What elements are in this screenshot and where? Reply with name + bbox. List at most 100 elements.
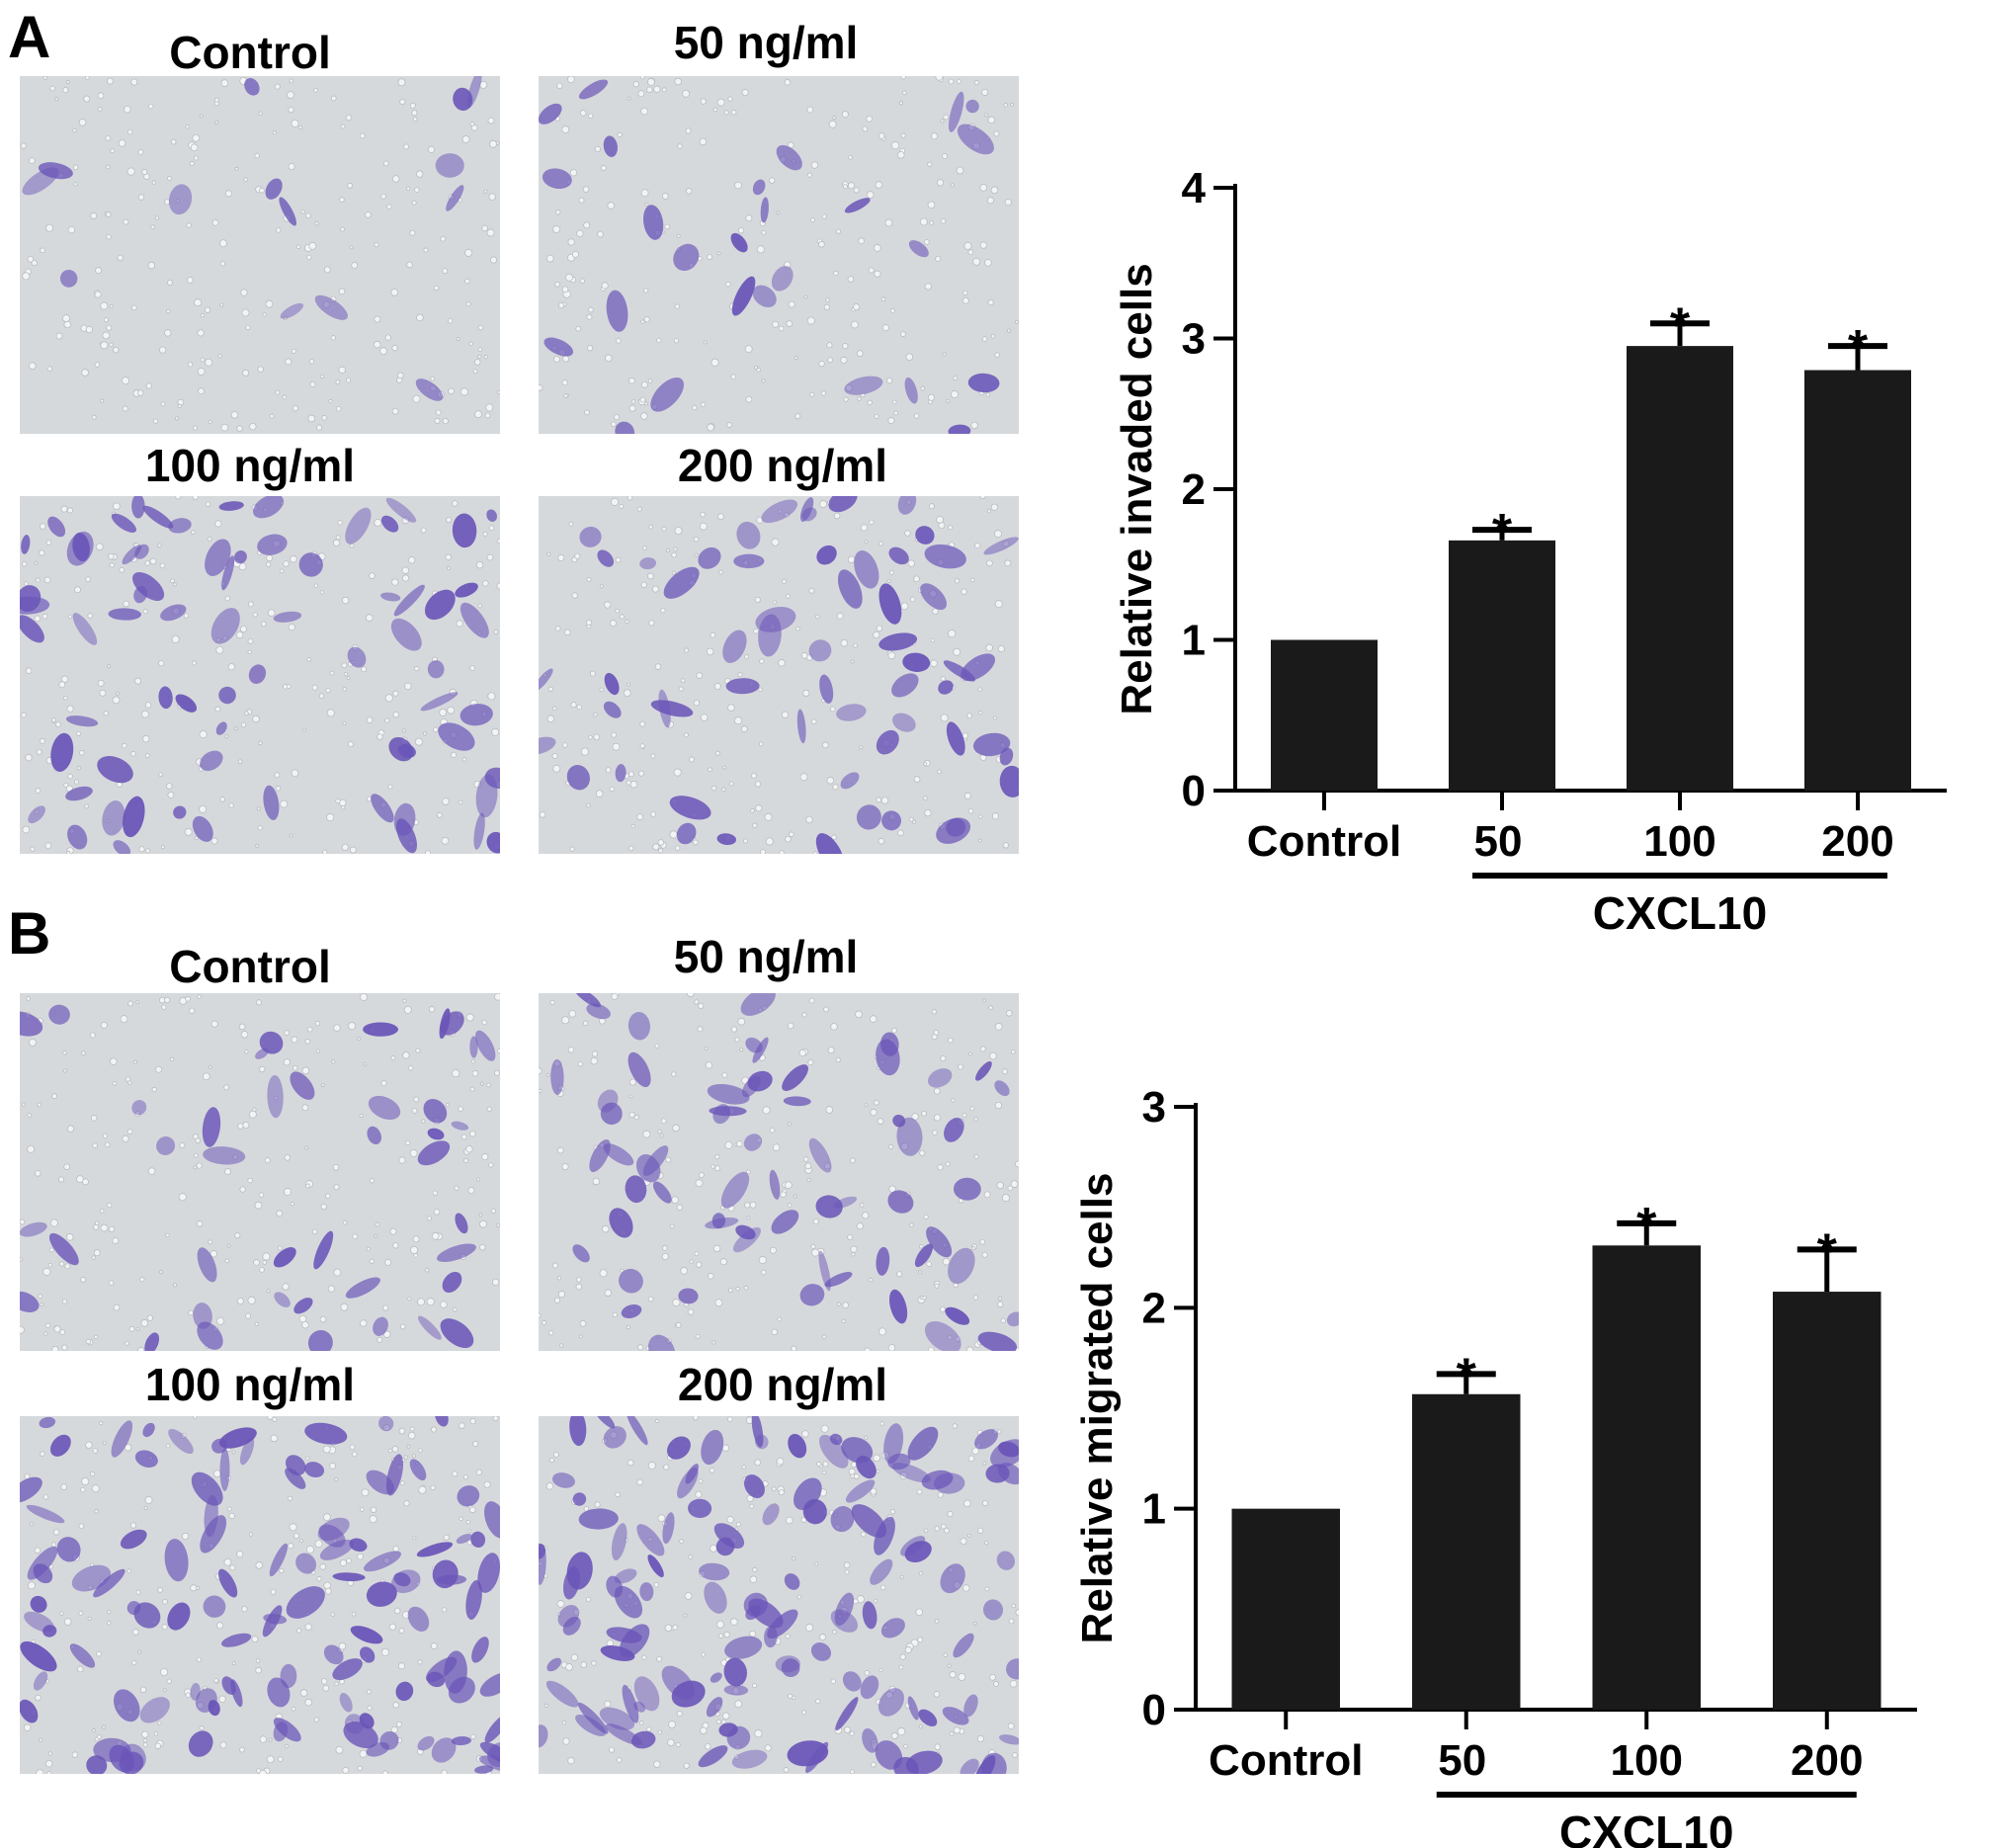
membrane-pore [579,1319,587,1327]
membrane-pore [488,193,496,201]
membrane-pore [687,1308,695,1315]
membrane-pore [796,1594,802,1600]
membrane-pore [853,187,860,194]
membrane-pore [488,525,495,532]
membrane-pore [647,378,653,383]
stained-cell [1006,1658,1019,1680]
membrane-pore [406,261,413,269]
membrane-pore [812,1218,819,1225]
membrane-pore [646,1726,652,1732]
micrograph-b-50 [539,993,1019,1351]
stained-cell [139,1697,170,1723]
membrane-pore [1002,842,1010,849]
membrane-pore [97,679,105,687]
membrane-pore [806,316,815,325]
membrane-pore [382,1330,391,1338]
membrane-pore [333,1268,342,1277]
stained-cell [732,1226,761,1253]
membrane-pore [615,1491,621,1498]
panel-letter-b: B [8,900,51,966]
membrane-pore [311,1228,318,1235]
membrane-pore [832,1630,837,1635]
membrane-pore [39,1737,43,1742]
membrane-pore [458,799,463,805]
membrane-pore [713,682,721,690]
membrane-pore [923,796,928,800]
membrane-pore [219,261,226,267]
membrane-pore [47,1751,53,1756]
membrane-pore [991,812,1000,820]
membrane-pore [993,130,1000,137]
stained-cell [948,424,971,434]
membrane-pore [756,245,765,254]
membrane-pore [409,229,416,236]
membrane-pore [847,276,855,283]
membrane-pore [571,592,578,599]
stained-cell [878,583,902,625]
membrane-pore [342,687,347,692]
membrane-pore [382,160,389,167]
membrane-pore [873,244,881,252]
stained-cell [263,785,280,820]
membrane-pore [698,1478,704,1484]
membrane-pore [825,297,830,302]
membrane-pore [167,791,175,798]
membrane-pore [160,845,166,850]
membrane-pore [21,1102,26,1107]
membrane-pore [953,647,962,656]
membrane-pore [781,711,790,718]
membrane-pore [744,1202,751,1209]
membrane-pore [330,1612,336,1617]
membrane-pore [496,539,500,545]
membrane-pore [994,352,1000,358]
membrane-pore [901,90,907,96]
membrane-pore [697,1026,704,1033]
membrane-pore [295,244,301,250]
membrane-pore [966,1533,971,1538]
membrane-pore [805,1623,814,1633]
stained-cell [475,774,498,818]
membrane-pore [342,720,347,725]
membrane-pore [789,831,794,838]
stained-cell [539,1724,548,1748]
membrane-pore [794,413,801,420]
membrane-pore [151,180,157,185]
stained-cell [397,743,416,758]
membrane-pore [782,578,788,584]
membrane-pore [563,393,568,398]
membrane-pore [330,95,337,102]
membrane-pore [113,1303,121,1311]
membrane-pore [340,226,345,232]
membrane-pore [446,517,453,524]
membrane-pore [40,247,45,254]
stained-cell [782,1064,808,1092]
membrane-pore [108,552,115,560]
membrane-pore [301,1104,309,1112]
membrane-pore [639,396,646,403]
membrane-pore [874,270,881,278]
stained-cell [457,1485,480,1507]
membrane-pore [234,1232,241,1239]
membrane-pore [575,1283,583,1291]
membrane-pore [92,1448,99,1454]
membrane-pore [955,1336,962,1343]
membrane-pore [627,771,634,778]
membrane-pore [734,1700,743,1709]
significance-marker: * [1817,1223,1838,1281]
membrane-pore [89,1032,96,1039]
membrane-pore [185,125,190,129]
membrane-pore [481,1019,487,1026]
stained-cell [808,1137,832,1173]
membrane-pore [174,496,182,500]
stained-cell [736,521,761,549]
membrane-pore [373,340,381,349]
membrane-pore [28,362,37,371]
membrane-pore [594,145,602,153]
membrane-pore [935,76,944,81]
membrane-pore [142,1738,148,1743]
membrane-pore [462,1474,468,1480]
membrane-pore [693,1416,699,1421]
membrane-pore [347,182,353,189]
stained-cell [860,1675,879,1700]
membrane-pore [661,1245,668,1251]
